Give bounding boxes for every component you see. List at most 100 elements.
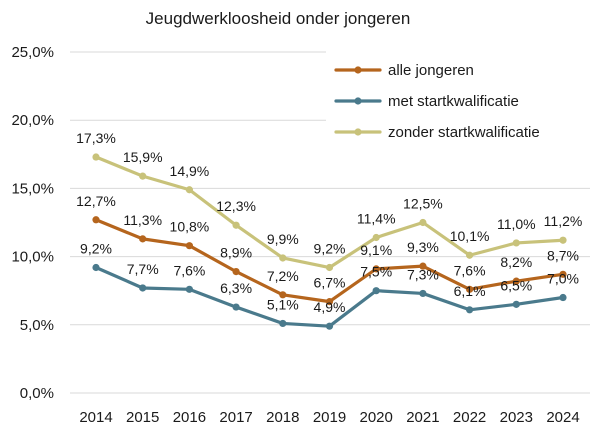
x-tick-label: 2016 xyxy=(173,409,206,426)
data-label: 8,2% xyxy=(500,254,532,270)
data-label: 7,2% xyxy=(267,268,299,284)
y-tick-label: 20,0% xyxy=(11,112,54,129)
data-label: 17,3% xyxy=(76,130,116,146)
data-point xyxy=(512,300,520,308)
data-point xyxy=(232,303,240,311)
data-point xyxy=(419,218,427,227)
data-point xyxy=(279,291,287,299)
data-label: 9,1% xyxy=(360,242,392,258)
data-label: 15,9% xyxy=(123,149,163,165)
data-point xyxy=(419,262,427,270)
data-labels: 12,7% 11,3% 10,8% 8,9% 7,2% 6,7% 9,1% 9,3% 7,6% 8… xyxy=(76,130,582,315)
data-point xyxy=(372,265,380,273)
x-tick-label: 2018 xyxy=(266,409,299,426)
data-label: 11,0% xyxy=(497,216,536,232)
x-tick-label: 2019 xyxy=(313,409,346,426)
data-point xyxy=(512,239,520,247)
data-label: 4,9% xyxy=(314,299,346,315)
data-point xyxy=(466,285,474,293)
data-point xyxy=(139,172,147,180)
data-point xyxy=(92,263,100,272)
data-point xyxy=(185,186,193,194)
data-label: 12,5% xyxy=(403,196,443,212)
x-tick-label: 2014 xyxy=(79,409,112,426)
x-tick-label: 2017 xyxy=(219,409,252,426)
data-point xyxy=(559,270,567,278)
data-point xyxy=(559,293,567,302)
data-point xyxy=(419,289,427,298)
data-point xyxy=(325,322,334,330)
series-alle-jongeren xyxy=(92,216,567,306)
data-label: 7,6% xyxy=(173,262,205,278)
data-label: 6,1% xyxy=(454,283,486,299)
legend-marker xyxy=(354,66,362,74)
data-label: 11,2% xyxy=(544,213,583,229)
legend-marker xyxy=(354,97,362,105)
data-label: 7,5% xyxy=(360,264,392,280)
y-tick-label: 5,0% xyxy=(20,317,54,334)
data-point xyxy=(185,242,193,250)
x-tick-label: 2020 xyxy=(360,409,393,426)
y-tick-label: 10,0% xyxy=(11,249,54,266)
data-label: 14,9% xyxy=(170,163,210,179)
series-lines xyxy=(92,153,567,330)
legend-marker xyxy=(354,128,362,136)
series-zonder-startkwalificatie xyxy=(92,153,567,272)
data-label: 7,6% xyxy=(454,262,486,278)
x-tick-label: 2015 xyxy=(126,409,159,426)
legend: alle jongeren met startkwalificatie zonder… xyxy=(334,62,540,141)
y-tick-label: 15,0% xyxy=(11,180,54,197)
x-tick-label: 2024 xyxy=(546,409,579,426)
data-point xyxy=(232,268,240,276)
y-axis-ticks: 0,0% 5,0% 10,0% 15,0% 20,0% 25,0% xyxy=(11,44,54,402)
data-point xyxy=(232,221,240,229)
data-point xyxy=(139,284,147,292)
data-point xyxy=(279,319,287,328)
gridlines xyxy=(70,51,590,394)
data-point xyxy=(325,263,334,272)
data-point xyxy=(466,251,474,259)
data-label: 6,5% xyxy=(500,277,532,293)
data-label: 12,3% xyxy=(216,198,256,214)
data-label: 7,7% xyxy=(127,261,159,277)
data-point xyxy=(325,298,334,306)
data-label: 9,9% xyxy=(267,231,299,247)
data-label: 7,0% xyxy=(547,271,579,287)
chart-title: Jeugdwerkloosheid onder jongeren xyxy=(146,9,411,28)
x-tick-label: 2023 xyxy=(500,409,533,426)
legend-label: zonder startkwalificatie xyxy=(388,124,540,141)
legend-label: alle jongeren xyxy=(388,62,474,79)
data-point xyxy=(92,153,100,161)
data-label: 11,4% xyxy=(357,211,396,227)
data-label: 9,2% xyxy=(80,241,112,257)
data-point xyxy=(559,236,567,244)
data-label: 10,8% xyxy=(170,219,210,235)
data-label: 9,2% xyxy=(314,241,346,257)
y-tick-label: 25,0% xyxy=(11,44,54,61)
y-tick-label: 0,0% xyxy=(20,385,54,402)
data-label: 6,3% xyxy=(220,280,252,296)
data-label: 12,7% xyxy=(76,193,116,209)
data-label: 8,9% xyxy=(220,245,252,261)
data-point xyxy=(185,285,193,293)
series-met-startkwalificatie xyxy=(92,263,567,330)
data-point xyxy=(372,233,380,242)
x-tick-label: 2021 xyxy=(406,409,439,426)
x-axis-ticks: 2014 2015 2016 2017 2018 2019 2020 2021 2022 2023… xyxy=(79,409,579,426)
data-point xyxy=(372,287,380,295)
data-point xyxy=(466,306,474,314)
data-label: 5,1% xyxy=(267,296,299,312)
data-point xyxy=(139,235,147,243)
data-point xyxy=(279,254,287,262)
x-tick-label: 2022 xyxy=(453,409,486,426)
data-point xyxy=(92,216,100,224)
legend-label: met startkwalificatie xyxy=(388,93,519,110)
data-label: 7,3% xyxy=(407,266,439,282)
data-label: 11,3% xyxy=(123,212,162,228)
data-label: 6,7% xyxy=(314,275,346,291)
data-label: 9,3% xyxy=(407,239,439,255)
data-point xyxy=(512,277,520,285)
data-label: 10,1% xyxy=(450,228,490,244)
data-label: 8,7% xyxy=(547,247,579,263)
